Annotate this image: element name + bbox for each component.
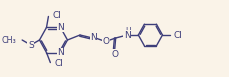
Text: N: N [90,32,97,42]
Text: N: N [57,48,64,57]
Text: O: O [111,50,118,59]
Text: H: H [125,26,131,35]
Text: N: N [57,23,64,32]
Text: N: N [124,30,131,40]
Text: O: O [103,36,109,46]
Text: Cl: Cl [54,59,63,68]
Text: S: S [28,41,34,50]
Text: Cl: Cl [52,11,61,20]
Text: CH₃: CH₃ [2,35,16,45]
Text: Cl: Cl [173,30,182,40]
